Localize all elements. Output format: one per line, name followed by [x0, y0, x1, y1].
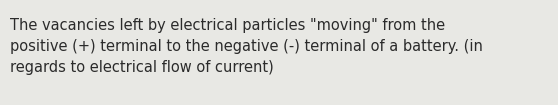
Text: The vacancies left by electrical particles "moving" from the
positive (+) termin: The vacancies left by electrical particl… — [10, 18, 483, 75]
